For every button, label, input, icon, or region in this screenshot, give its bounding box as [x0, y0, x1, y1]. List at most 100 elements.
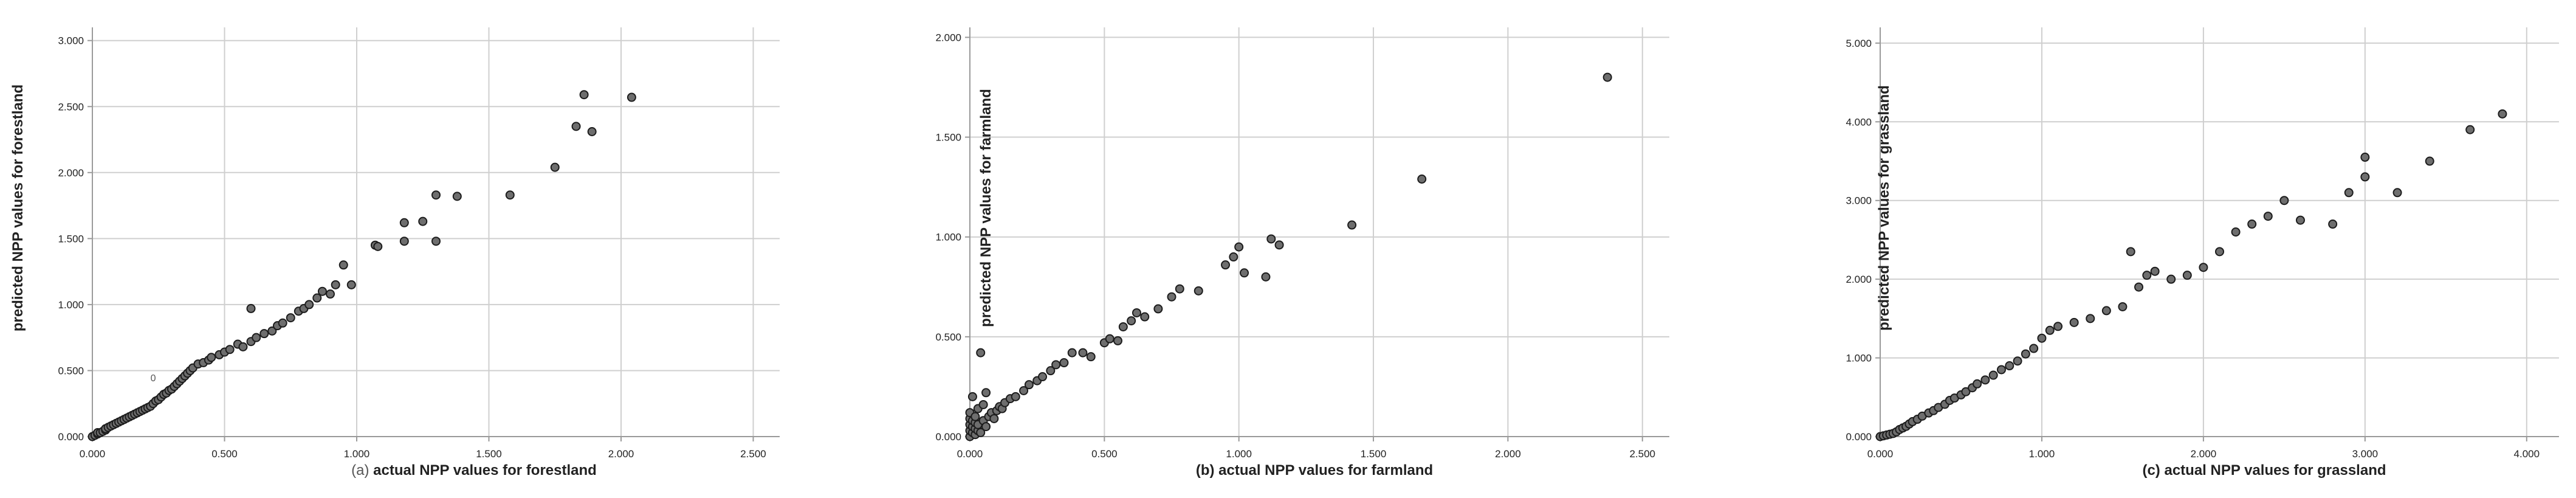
data-point-grassland: [2215, 247, 2224, 257]
data-point-forestland: [286, 313, 295, 323]
scatter-plot-forestland: 0.000 0.500 1.000 1.500 2.000 2.500 0.000 0.500…: [58, 27, 780, 460]
data-point-farmland: [1221, 260, 1231, 270]
data-point-farmland: [1086, 352, 1096, 362]
y-tick-label-grassland: 5.000: [1846, 38, 1872, 49]
data-point-forestland: [326, 289, 335, 299]
data-point-forestland: [238, 342, 248, 351]
data-point-farmland: [1105, 334, 1115, 344]
y-tick-label-forestland: 1.500: [58, 233, 84, 244]
chart-panel-farmland: 0.000 0.500 1.000 1.500 2.000 2.500 0.000 0.500…: [859, 0, 1717, 498]
y-tick-label-grassland: 1.000: [1846, 353, 1872, 364]
data-point-forestland: [278, 318, 287, 328]
data-point-grassland: [2199, 263, 2208, 272]
y-axis-label-farmland: predicted NPP values for farmland: [978, 89, 994, 327]
y-tick-label-forestland: 2.500: [58, 101, 84, 112]
data-point-farmland: [1113, 336, 1122, 345]
data-point-farmland: [1347, 220, 1357, 230]
x-tick-label-farmland: 2.500: [1629, 448, 1655, 460]
data-point-grassland: [2118, 302, 2128, 311]
data-point-grassland: [1988, 370, 1998, 380]
x-tick-label-farmland: 1.000: [1226, 448, 1252, 460]
data-point-farmland: [1067, 348, 1077, 358]
data-point-farmland: [1240, 268, 1249, 278]
data-point-grassland: [2045, 325, 2055, 335]
data-point-grassland: [2134, 282, 2144, 292]
annotation-forestland: 0: [151, 373, 156, 384]
data-point-grassland: [2005, 361, 2014, 371]
data-point-forestland: [207, 353, 216, 362]
data-point-forestland: [571, 122, 581, 131]
data-point-forestland: [312, 293, 322, 303]
data-point-grassland: [2069, 317, 2079, 327]
chart-panel-forestland: 0.000 0.500 1.000 1.500 2.000 2.500 0.000 0.500…: [0, 0, 859, 498]
y-tick-label-grassland: 4.000: [1846, 116, 1872, 128]
data-point-forestland: [317, 286, 327, 296]
data-point-grassland: [2392, 188, 2402, 198]
data-point-grassland: [2021, 349, 2030, 359]
data-point-grassland: [2263, 212, 2273, 221]
y-tick-label-forestland: 1.000: [58, 299, 84, 311]
data-point-forestland: [259, 329, 269, 339]
y-tick-label-farmland: 1.500: [935, 132, 961, 144]
data-point-farmland: [1127, 316, 1136, 326]
data-point-forestland: [418, 216, 428, 226]
data-point-grassland: [1961, 387, 1971, 396]
data-point-farmland: [1118, 322, 1128, 331]
data-point-farmland: [1132, 308, 1141, 317]
y-tick-label-forestland: 0.500: [58, 365, 84, 376]
data-point-forestland: [346, 280, 356, 289]
y-tick-label-grassland: 2.000: [1846, 274, 1872, 285]
x-tick-label-forestland: 0.000: [80, 448, 106, 460]
data-point-grassland: [2360, 172, 2370, 182]
y-axis-label-grassland: predicted NPP values for grassland: [1876, 85, 1892, 331]
data-point-farmland: [1024, 380, 1034, 390]
y-tick-label-forestland: 2.000: [58, 167, 84, 179]
data-point-forestland: [431, 237, 441, 246]
data-point-grassland: [2086, 314, 2095, 323]
data-point-forestland: [225, 345, 235, 354]
data-point-forestland: [252, 333, 261, 342]
data-point-forestland: [246, 303, 256, 313]
data-point-forestland: [431, 190, 441, 200]
y-tick-label-farmland: 2.000: [935, 32, 961, 43]
data-point-farmland: [1194, 286, 1203, 296]
data-point-grassland: [1973, 379, 1982, 389]
y-tick-label-farmland: 1.000: [935, 232, 961, 243]
data-point-forestland: [587, 127, 597, 137]
data-point-grassland: [2247, 220, 2257, 229]
data-point-grassland: [2053, 322, 2063, 331]
x-tick-label-farmland: 0.000: [957, 448, 983, 460]
x-axis-label-forestland: (a) actual NPP values for forestland: [170, 462, 778, 479]
data-point-grassland: [2498, 109, 2507, 119]
data-point-farmland: [967, 392, 977, 401]
data-point-farmland: [1261, 272, 1271, 282]
data-point-grassland: [2166, 274, 2176, 284]
x-axis-label-grassland: (c) actual NPP values for grassland: [2142, 462, 2386, 479]
data-point-farmland: [1175, 284, 1184, 294]
data-point-farmland: [1602, 72, 1612, 82]
y-axis-label-forestland: predicted NPP values for forestland: [10, 84, 26, 332]
data-point-farmland: [1019, 386, 1029, 395]
x-tick-label-farmland: 2.000: [1495, 448, 1521, 460]
y-tick-label-farmland: 0.500: [935, 331, 961, 343]
data-point-farmland: [1011, 392, 1020, 401]
data-point-farmland: [1051, 360, 1061, 370]
scatter-plot-farmland: 0.000 0.500 1.000 1.500 2.000 2.500 0.000 0.500…: [935, 27, 1669, 460]
data-point-farmland: [976, 348, 986, 358]
data-point-grassland: [2029, 344, 2039, 353]
data-point-grassland: [2279, 196, 2289, 206]
data-point-farmland: [1140, 312, 1150, 322]
data-point-forestland: [505, 190, 515, 200]
x-tick-label-grassland: 2.000: [2191, 448, 2217, 460]
data-point-grassland: [2150, 266, 2160, 276]
x-tick-label-forestland: 1.500: [476, 448, 502, 460]
x-tick-label-grassland: 1.000: [2029, 448, 2055, 460]
data-point-grassland: [2465, 125, 2475, 134]
y-tick-label-farmland: 0.000: [935, 431, 961, 443]
data-point-grassland: [2037, 333, 2047, 343]
data-point-farmland: [1059, 358, 1069, 368]
data-point-grassland: [2101, 306, 2111, 316]
chart-panel-grassland: 0.000 1.000 2.000 3.000 4.000 0.000 1.000 2.000…: [1717, 0, 2576, 498]
data-point-forestland: [579, 90, 589, 100]
data-point-farmland: [1234, 242, 1244, 252]
